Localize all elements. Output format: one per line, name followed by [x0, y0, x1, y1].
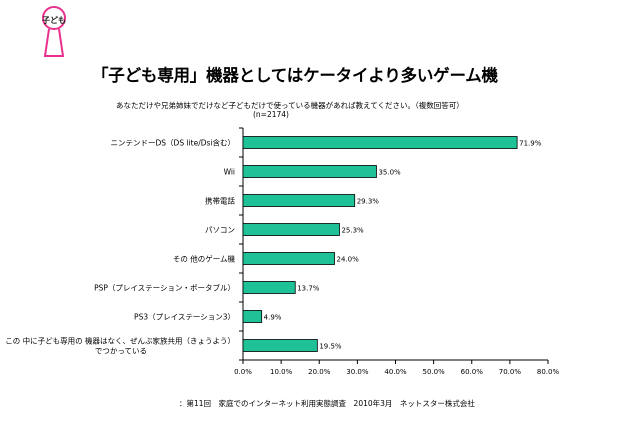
bar: [242, 252, 335, 265]
value-label: 19.5%: [319, 343, 342, 351]
x-tick-label: 10.0%: [270, 368, 293, 376]
x-tick-label: 30.0%: [346, 368, 369, 376]
bar: [242, 310, 263, 323]
x-tick-label: 0.0%: [234, 368, 252, 376]
value-label: 35.0%: [378, 169, 401, 177]
x-tick-label: 20.0%: [308, 368, 331, 376]
category-label: その 他のゲーム機: [173, 254, 236, 264]
value-label: 4.9%: [264, 314, 282, 322]
category-label-line: PSP（プレイステーション・ポータブル）: [94, 283, 235, 293]
bar: [242, 223, 340, 236]
category-label: パソコン: [205, 226, 235, 235]
chart-question: あなただけや兄弟姉妹でだけなど子どもだけで使っている機器があれば教えてください。…: [116, 101, 464, 110]
category-label: この 中に子ども専用の 機器はなく、ぜんぶ家族共用（きょうよう）でつかっている: [5, 336, 235, 356]
bar: [242, 165, 377, 178]
category-label-line: ニンテンドーDS（DS lite/Dsi含む）: [111, 138, 235, 148]
category-label: PSP（プレイステーション・ポータブル）: [94, 283, 235, 293]
category-label: Wii: [224, 168, 235, 177]
category-label-line: パソコン: [205, 226, 235, 235]
value-label: 13.7%: [297, 285, 320, 293]
x-tick-label: 40.0%: [384, 368, 407, 376]
sample-size-note: (n=2174): [253, 110, 289, 119]
bar: [242, 339, 318, 352]
badge-label: 子ども: [42, 16, 66, 25]
category-label-line: PS3（プレイステーション3）: [134, 313, 235, 322]
bar: [242, 281, 296, 294]
bar: [242, 194, 356, 207]
value-label: 71.9%: [519, 140, 542, 148]
category-label: ニンテンドーDS（DS lite/Dsi含む）: [111, 138, 235, 148]
value-label: 24.0%: [337, 256, 360, 264]
category-label: 携帯電話: [205, 196, 235, 206]
value-label: 29.3%: [357, 198, 380, 206]
source-footnote: ：第11回 家庭でのインターネット利用実態調査 2010年3月 ネットスター株式…: [179, 399, 475, 408]
category-label-line: 携帯電話: [205, 196, 235, 206]
x-tick-label: 70.0%: [499, 368, 522, 376]
bar: [242, 136, 518, 149]
category-label-line: この 中に子ども専用の 機器はなく、ぜんぶ家族共用（きょうよう）: [5, 336, 235, 346]
category-label-line: その 他のゲーム機: [173, 254, 236, 264]
category-label-line: Wii: [224, 168, 235, 177]
x-tick-label: 80.0%: [537, 368, 560, 376]
category-label-line: でつかっている: [95, 347, 147, 356]
x-tick-label: 50.0%: [423, 368, 446, 376]
category-label: PS3（プレイステーション3）: [134, 313, 235, 322]
child-badge-icon: [42, 6, 66, 57]
page-title: 「子ども専用」機器としてはケータイより多いゲーム機: [92, 66, 498, 85]
value-label: 25.3%: [341, 227, 364, 235]
x-tick-label: 60.0%: [461, 368, 484, 376]
